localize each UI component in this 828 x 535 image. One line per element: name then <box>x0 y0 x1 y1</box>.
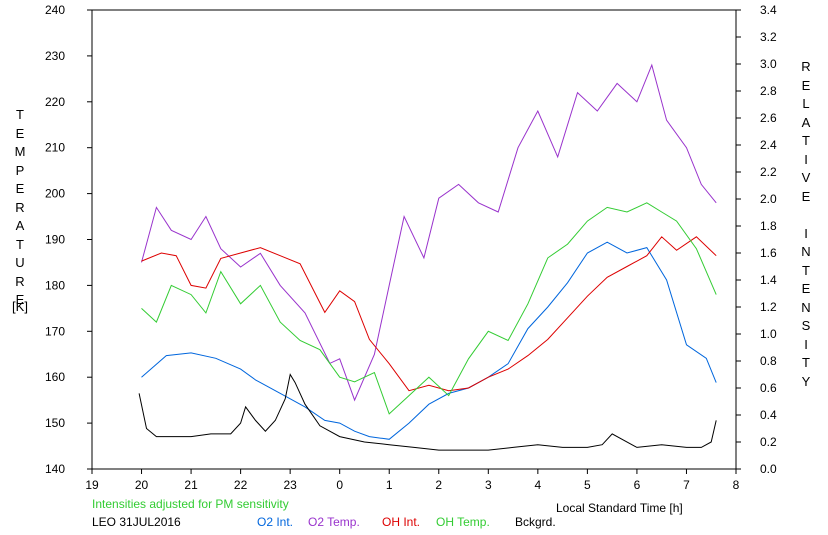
y-right-tick-label: 0.6 <box>760 381 777 395</box>
y-left-tick-label: 240 <box>45 3 65 17</box>
x-tick-label: 21 <box>184 478 198 492</box>
y-left-label-letter: T <box>16 236 24 252</box>
x-tick-label: 3 <box>485 478 492 492</box>
y-left-tick-label: 210 <box>45 141 65 155</box>
y-right-label-letter: T <box>802 133 810 148</box>
y-left-label-letter: R <box>15 273 25 289</box>
sensitivity-note: Intensities adjusted for PM sensitivity <box>92 497 289 511</box>
y-right-tick-label: 2.0 <box>760 192 777 206</box>
y-left-label-letter: M <box>14 144 26 159</box>
y-right-tick-label: 1.8 <box>760 219 777 233</box>
y-right-tick-label: 0.2 <box>760 435 777 449</box>
y-left-label-letter: E <box>15 181 25 196</box>
plot-frame <box>91 9 737 470</box>
y-right-label-letter: N <box>801 299 811 315</box>
y-right-tick-label: 3.2 <box>760 30 777 44</box>
y-right-label-letter: E <box>801 281 811 296</box>
y-left-label-letter: A <box>15 218 25 233</box>
y-axis-unit-left: [K] <box>12 299 28 314</box>
x-axis-label: Local Standard Time [h] <box>556 501 683 515</box>
y-left-tick-label: 170 <box>45 324 65 338</box>
y-right-label-letter: T <box>802 355 810 370</box>
y-left-tick-label: 140 <box>45 462 65 476</box>
y-left-tick-label: 230 <box>45 49 65 63</box>
x-tick-label: 8 <box>733 478 740 492</box>
y-right-tick-label: 1.0 <box>760 327 777 341</box>
legend: O2 Int. O2 Temp. OH Int. OH Temp. Bckgrd. <box>257 515 556 529</box>
y-left-label-letter: P <box>15 162 25 178</box>
y-left-tick-label: 160 <box>45 370 65 384</box>
y-left-label-letter: E <box>15 125 25 141</box>
right-axis: 0.0 0.2 0.4 0.6 0.8 1.0 1.2 1.4 1.6 1.8 2.0 2.2 2.4 2… <box>736 3 777 476</box>
legend-o2-int: O2 Int. <box>257 515 293 529</box>
y-right-label-letter: R <box>801 59 811 74</box>
x-tick-label: 1 <box>386 478 393 492</box>
y-right-tick-label: 3.0 <box>760 57 777 71</box>
y-left-label-letter: R <box>15 199 25 215</box>
y-right-tick-label: 2.4 <box>760 138 777 152</box>
y-left-tick-label: 190 <box>45 233 65 247</box>
y-right-label-letter: E <box>801 77 811 93</box>
y-left-tick-label: 180 <box>45 278 65 292</box>
x-tick-label: 19 <box>85 478 99 492</box>
x-tick-label: 23 <box>283 478 297 492</box>
series-line-oh-temp <box>141 202 717 415</box>
y-right-tick-label: 3.4 <box>760 3 777 17</box>
y-right-label-letter: A <box>801 114 811 130</box>
y-right-tick-label: 0.0 <box>760 462 777 476</box>
series-line-o2-int <box>141 241 717 440</box>
series-layer <box>138 63 717 451</box>
series-line-oh-int <box>141 236 717 392</box>
y-right-label-letter: N <box>801 244 811 259</box>
y-right-label-letter: L <box>802 96 810 111</box>
legend-oh-temp: OH Temp. <box>436 515 490 529</box>
y-right-label-letter: I <box>804 336 808 352</box>
series-line-o2-temp <box>141 63 717 402</box>
y-left-tick-label: 220 <box>45 95 65 109</box>
x-tick-label: 7 <box>683 478 690 492</box>
label-gap <box>796 208 816 227</box>
y-left-tick-label: 200 <box>45 187 65 201</box>
x-tick-label: 2 <box>435 478 442 492</box>
legend-bckgrd: Bckgrd. <box>515 515 556 529</box>
x-axis: 19 20 21 22 23 0 1 2 3 4 5 6 7 8 <box>85 469 740 492</box>
y-right-label-letter: I <box>804 225 808 241</box>
left-axis: 140 150 160 170 180 190 200 210 220 230 240 <box>45 3 92 476</box>
x-tick-label: 0 <box>336 478 343 492</box>
x-tick-label: 20 <box>135 478 149 492</box>
y-left-label-letter: T <box>16 107 24 122</box>
legend-oh-int: OH Int. <box>382 515 420 529</box>
y-right-tick-label: 1.6 <box>760 246 777 260</box>
y-left-label-letter: U <box>15 255 25 270</box>
x-tick-label: 22 <box>234 478 248 492</box>
y-left-tick-label: 150 <box>45 416 65 430</box>
y-right-tick-label: 0.8 <box>760 354 777 368</box>
series-line-bckgrd <box>138 373 717 451</box>
y-right-label-letter: Y <box>801 373 811 389</box>
y-right-label-letter: T <box>802 262 810 278</box>
y-right-label-letter: E <box>801 188 811 204</box>
y-right-tick-label: 0.4 <box>760 408 777 422</box>
y-right-label-letter: V <box>801 170 811 185</box>
legend-o2-temp: O2 Temp. <box>308 515 360 529</box>
y-left-label-letter: E <box>15 292 25 307</box>
x-tick-label: 6 <box>634 478 641 492</box>
x-tick-label: 4 <box>535 478 542 492</box>
y-right-tick-label: 1.4 <box>760 273 777 287</box>
y-right-label-letter: S <box>801 318 811 333</box>
y-right-tick-label: 1.2 <box>760 300 777 314</box>
y-right-tick-label: 2.2 <box>760 165 777 179</box>
x-tick-label: 5 <box>584 478 591 492</box>
y-right-tick-label: 2.6 <box>760 111 777 125</box>
station-date: LEO 31JUL2016 <box>92 515 181 529</box>
y-right-tick-label: 2.8 <box>760 84 777 98</box>
y-right-label-letter: I <box>804 151 808 167</box>
